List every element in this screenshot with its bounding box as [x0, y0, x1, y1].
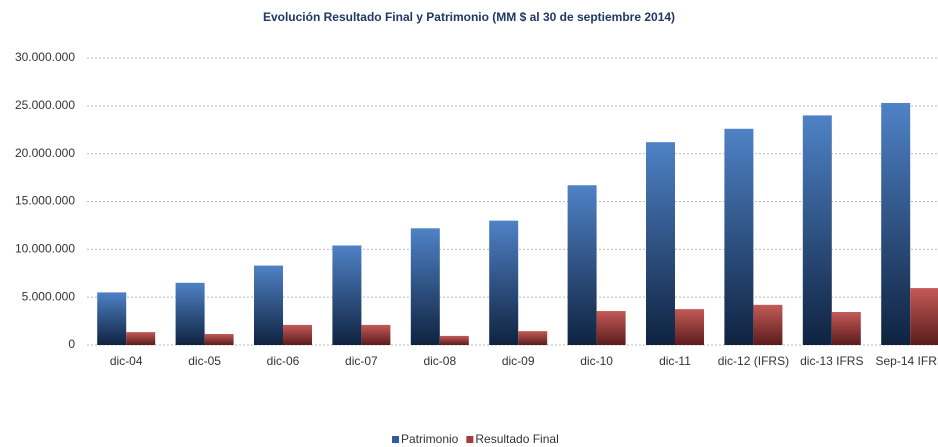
bar: [518, 331, 548, 345]
bar: [283, 324, 312, 345]
y-tick-label: 15.000.000: [15, 194, 75, 208]
bar: [439, 335, 469, 345]
chart-title: Evolución Resultado Final y Patrimonio (…: [263, 10, 675, 24]
bar: [254, 265, 283, 345]
bar: [97, 292, 127, 345]
bar: [910, 288, 938, 345]
bar: [126, 332, 156, 345]
bar: [646, 142, 675, 345]
y-tick-label: 0: [68, 337, 75, 351]
x-tick-label: dic-09: [502, 354, 535, 368]
bar: [410, 228, 440, 345]
x-tick-label: dic-08: [423, 354, 456, 368]
bar: [724, 128, 754, 345]
y-tick-label: 5.000.000: [22, 289, 76, 303]
bar: [881, 102, 911, 345]
legend-label: Patrimonio: [401, 432, 459, 446]
x-tick-label: dic-07: [345, 354, 378, 368]
legend-swatch: [466, 436, 474, 443]
x-tick-label: dic-10: [580, 354, 613, 368]
y-tick-label: 30.000.000: [15, 50, 75, 64]
legend-swatch: [392, 436, 399, 443]
bar: [753, 304, 783, 345]
x-tick-label: dic-04: [110, 354, 143, 368]
x-tick-label: Sep-14 IFRS: [876, 354, 938, 368]
bar: [204, 333, 234, 345]
y-tick-label: 25.000.000: [15, 98, 75, 112]
y-tick-label: 20.000.000: [15, 146, 75, 160]
x-tick-label: dic-12 (IFRS): [718, 354, 789, 368]
bar: [332, 245, 362, 345]
bar: [361, 324, 391, 345]
legend-label: Resultado Final: [475, 432, 558, 446]
x-tick-label: dic-11: [659, 354, 691, 368]
bar: [831, 311, 861, 345]
bar: [175, 282, 205, 345]
bar: [596, 311, 626, 345]
x-tick-label: dic-13 IFRS: [800, 354, 863, 368]
y-tick-label: 10.000.000: [15, 242, 75, 256]
x-tick-label: dic-06: [267, 354, 300, 368]
bar: [567, 185, 597, 345]
bar: [675, 309, 704, 345]
bar: [802, 115, 832, 346]
bar: [489, 220, 519, 345]
x-tick-label: dic-05: [188, 354, 221, 368]
